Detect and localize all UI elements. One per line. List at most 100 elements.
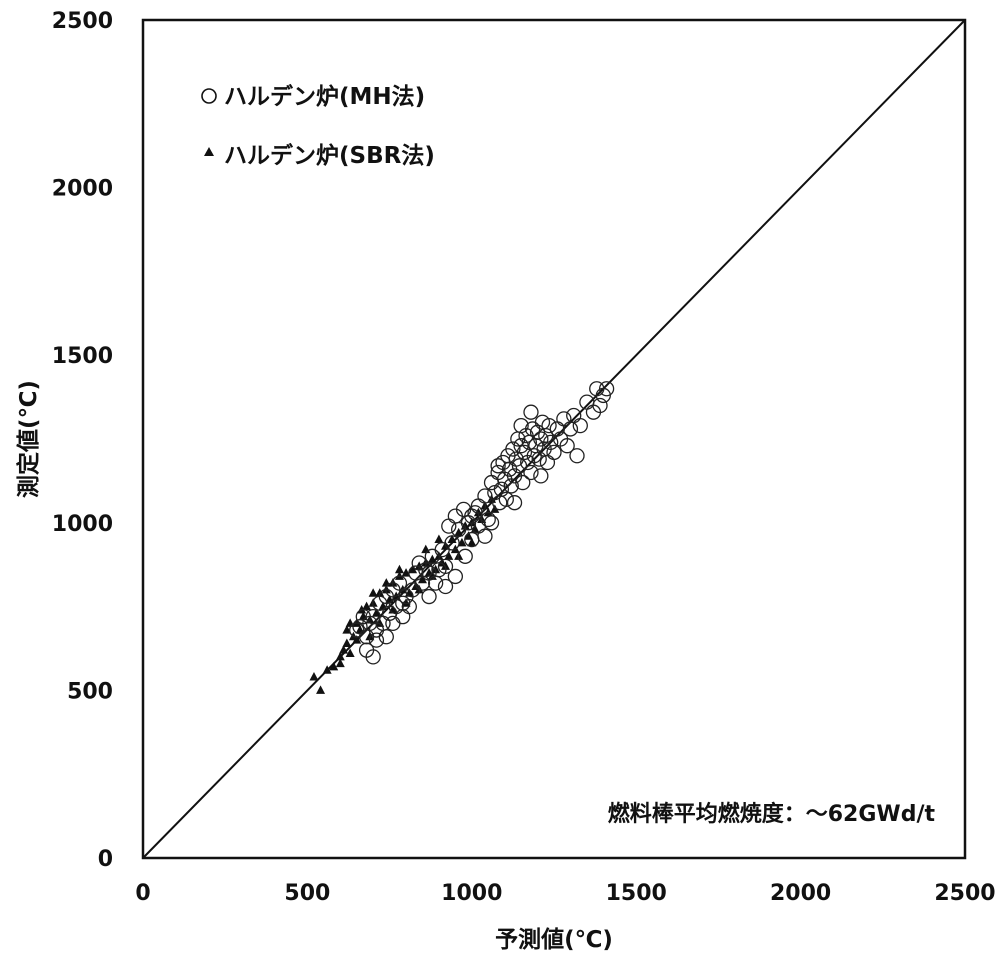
mh-data-point	[444, 535, 460, 551]
mh-data-point	[533, 431, 549, 447]
sbr-data-point	[362, 601, 372, 611]
sbr-data-point	[342, 638, 352, 647]
mh-data-point	[533, 468, 549, 484]
mh-data-point	[572, 417, 588, 434]
x-tick-label: 2500	[934, 881, 995, 906]
mh-data-point	[546, 444, 562, 461]
mh-data-point	[513, 438, 529, 454]
sbr-data-point	[322, 665, 332, 674]
sbr-data-point	[371, 608, 381, 617]
mh-data-point	[447, 568, 464, 585]
sbr-data-point	[329, 661, 339, 671]
x-axis-ticks: 0 500 1000 1500 2000 2500	[135, 881, 995, 906]
x-tick-label: 0	[135, 881, 150, 906]
mh-data-point	[493, 481, 510, 497]
mh-data-point	[372, 595, 388, 611]
x-tick-label: 500	[284, 881, 330, 906]
sbr-data-point	[394, 564, 404, 574]
sbr-data-point	[339, 645, 349, 654]
sbr-data-point	[467, 517, 477, 527]
y-tick-label: 2500	[52, 9, 113, 34]
y-tick-label: 500	[67, 679, 113, 704]
mh-data-point	[418, 562, 434, 578]
mh-data-point	[398, 588, 414, 605]
y-tick-label: 1000	[52, 512, 113, 537]
sbr-data-point	[335, 658, 345, 668]
sbr-data-point	[444, 551, 454, 560]
mh-data-point	[515, 474, 531, 491]
series-layer	[309, 381, 615, 694]
sbr-data-point	[464, 531, 474, 540]
legend-label-mh: ハルデン炉(MH法)	[224, 83, 425, 110]
mh-data-point	[437, 578, 454, 595]
sbr-data-point	[490, 504, 500, 513]
x-tick-label: 2000	[770, 881, 831, 906]
mh-data-point	[349, 622, 365, 638]
y-tick-label: 1500	[52, 344, 113, 369]
legend-marker-sbr	[204, 147, 214, 156]
sbr-data-point	[316, 685, 326, 694]
mh-data-point	[498, 491, 514, 507]
sbr-data-point	[447, 534, 457, 544]
sbr-data-point	[345, 648, 355, 658]
sbr-data-point	[352, 635, 362, 644]
mh-data-point	[477, 488, 493, 504]
mh-data-point	[543, 434, 559, 451]
mh-data-point	[441, 518, 457, 534]
y-axis-ticks: 0 500 1000 1500 2000 2500	[52, 9, 113, 872]
mh-data-point	[592, 397, 608, 414]
sbr-data-point	[342, 625, 352, 634]
legend-label-sbr: ハルデン炉(SBR法)	[224, 142, 435, 169]
sbr-data-point	[427, 554, 437, 564]
sbr-data-point	[454, 527, 464, 537]
mh-data-point	[368, 632, 385, 648]
mh-data-point	[477, 528, 493, 544]
mh-data-point	[421, 588, 437, 605]
sbr-data-point	[467, 537, 477, 547]
mh-data-point	[437, 558, 454, 575]
sbr-data-point	[408, 564, 418, 574]
mh-data-point	[511, 458, 528, 474]
mh-data-point	[355, 609, 371, 625]
x-axis-title: 予測値(℃)	[495, 927, 613, 953]
mh-data-point	[505, 441, 521, 457]
sbr-data-point	[417, 574, 427, 584]
sbr-data-point	[375, 618, 385, 627]
mh-data-point	[365, 649, 381, 665]
sbr-data-point	[365, 631, 375, 641]
mh-data-point	[408, 565, 424, 581]
mh-data-point	[457, 548, 473, 564]
mh-data-point	[541, 417, 557, 434]
sbr-data-point	[375, 588, 385, 597]
mh-data-point	[523, 464, 539, 481]
mh-data-point	[506, 495, 523, 511]
y-tick-label: 2000	[52, 177, 113, 202]
sbr-data-point	[401, 568, 411, 577]
burnup-annotation: 燃料棒平均燃焼度：～62GWd/t	[608, 801, 936, 827]
sbr-data-point	[335, 651, 345, 661]
mh-data-point	[523, 404, 539, 420]
mh-data-point	[352, 619, 368, 635]
sbr-data-point	[431, 564, 441, 574]
mh-data-point	[595, 387, 611, 404]
mh-data-point	[401, 598, 417, 615]
sbr-data-point	[309, 671, 319, 681]
mh-data-point	[503, 478, 519, 494]
sbr-data-point	[440, 561, 450, 570]
mh-data-point	[531, 451, 547, 467]
mh-data-point	[490, 458, 506, 474]
mh-data-point	[378, 629, 394, 645]
mh-data-point	[559, 438, 575, 454]
mh-data-point	[598, 381, 615, 397]
mh-data-point	[427, 575, 444, 591]
mh-data-point	[513, 417, 529, 434]
sbr-data-point	[368, 588, 378, 597]
sbr-data-point	[457, 537, 467, 547]
x-tick-label: 1000	[441, 881, 502, 906]
y-axis-title: 測定値(℃)	[15, 380, 42, 498]
sbr-data-point	[414, 561, 424, 570]
mh-data-point	[516, 444, 533, 461]
sbr-data-point	[473, 507, 483, 517]
mh-data-point	[529, 424, 546, 440]
legend: ハルデン炉(MH法) ハルデン炉(SBR法)	[201, 83, 435, 169]
